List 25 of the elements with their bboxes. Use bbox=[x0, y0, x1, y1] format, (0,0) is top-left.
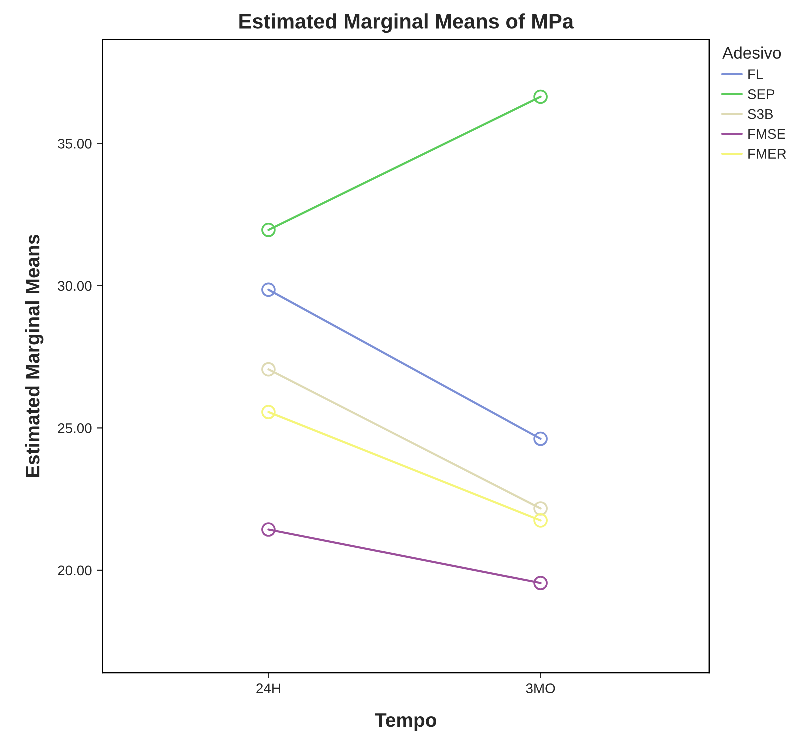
y-tick-label: 35.00 bbox=[58, 138, 92, 149]
point bbox=[262, 282, 276, 298]
point bbox=[262, 522, 276, 537]
point bbox=[534, 90, 548, 104]
y-tick-label: 25.00 bbox=[58, 424, 92, 434]
chart-title: Estimated Marginal Means of MPa bbox=[240, 14, 574, 34]
point bbox=[262, 362, 276, 377]
legend-label: FMSE bbox=[748, 129, 786, 140]
y-tick-label: 20.00 bbox=[58, 566, 92, 576]
point bbox=[262, 405, 276, 420]
point bbox=[534, 576, 548, 590]
point bbox=[534, 514, 548, 528]
y-axis-title: Estimated Marginal Means bbox=[25, 235, 44, 478]
point bbox=[534, 502, 548, 516]
legend-label: S3B bbox=[748, 109, 774, 120]
legend-label: SEP bbox=[748, 89, 775, 100]
point bbox=[534, 432, 548, 446]
x-tick-label: 3MO bbox=[526, 684, 556, 694]
legend-label: FL bbox=[748, 70, 764, 80]
legend-label: FMER bbox=[748, 149, 786, 159]
x-tick-label: 24H bbox=[256, 684, 280, 694]
legend-title: Adesivo bbox=[722, 46, 782, 59]
x-axis-title: Tempo bbox=[375, 714, 437, 732]
y-tick-label: 30.00 bbox=[58, 281, 92, 292]
point bbox=[262, 223, 276, 238]
